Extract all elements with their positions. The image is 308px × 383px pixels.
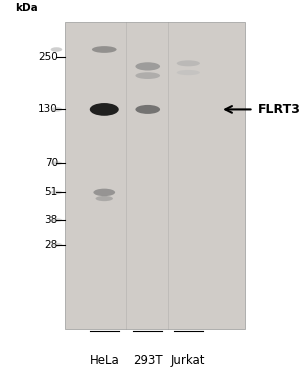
Ellipse shape — [51, 107, 62, 112]
Ellipse shape — [51, 190, 62, 194]
Text: kDa: kDa — [15, 3, 37, 13]
Text: HeLa: HeLa — [89, 354, 119, 367]
Ellipse shape — [177, 61, 200, 66]
Text: 28: 28 — [45, 240, 58, 250]
Text: 130: 130 — [38, 105, 58, 115]
Ellipse shape — [177, 70, 200, 75]
Ellipse shape — [136, 62, 160, 70]
Ellipse shape — [51, 161, 62, 165]
Ellipse shape — [93, 189, 115, 196]
Ellipse shape — [95, 196, 113, 201]
Text: FLRT3: FLRT3 — [258, 103, 301, 116]
Text: 250: 250 — [38, 52, 58, 62]
Ellipse shape — [51, 243, 62, 247]
Ellipse shape — [51, 47, 62, 52]
Text: Jurkat: Jurkat — [171, 354, 205, 367]
Ellipse shape — [136, 72, 160, 79]
Ellipse shape — [51, 218, 62, 222]
Text: 38: 38 — [45, 215, 58, 225]
Ellipse shape — [92, 46, 117, 53]
Text: 70: 70 — [45, 158, 58, 168]
Text: 51: 51 — [45, 187, 58, 197]
Text: 293T: 293T — [133, 354, 163, 367]
Ellipse shape — [90, 103, 119, 116]
Ellipse shape — [136, 105, 160, 114]
Bar — [65, 22, 245, 329]
